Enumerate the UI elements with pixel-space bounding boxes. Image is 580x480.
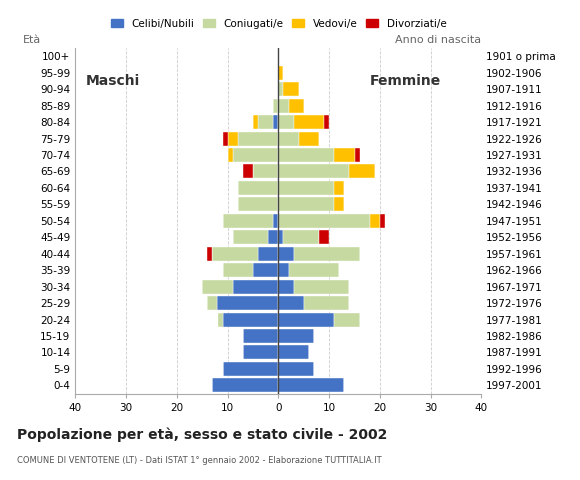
Bar bbox=[349, 165, 375, 179]
Bar bbox=[227, 148, 233, 162]
Bar bbox=[380, 214, 385, 228]
Bar bbox=[233, 148, 278, 162]
Bar bbox=[278, 346, 309, 360]
Bar bbox=[233, 230, 268, 244]
Bar bbox=[278, 82, 284, 96]
Bar bbox=[278, 98, 288, 113]
Bar bbox=[212, 247, 258, 261]
Bar bbox=[212, 378, 278, 392]
Bar bbox=[227, 132, 238, 145]
Bar bbox=[334, 181, 345, 195]
Bar bbox=[278, 214, 370, 228]
Bar bbox=[293, 247, 360, 261]
Bar bbox=[278, 362, 314, 376]
Bar bbox=[218, 296, 278, 310]
Bar bbox=[278, 247, 293, 261]
Bar bbox=[334, 197, 345, 211]
Bar bbox=[223, 263, 253, 277]
Bar bbox=[319, 230, 329, 244]
Bar bbox=[207, 247, 212, 261]
Bar bbox=[278, 148, 334, 162]
Bar bbox=[299, 132, 319, 145]
Bar bbox=[293, 115, 324, 129]
Bar bbox=[278, 230, 284, 244]
Bar bbox=[334, 148, 354, 162]
Bar bbox=[278, 165, 349, 179]
Bar bbox=[278, 312, 334, 326]
Bar bbox=[258, 247, 278, 261]
Bar bbox=[334, 312, 360, 326]
Text: COMUNE DI VENTOTENE (LT) - Dati ISTAT 1° gennaio 2002 - Elaborazione TUTTITALIA.: COMUNE DI VENTOTENE (LT) - Dati ISTAT 1°… bbox=[17, 456, 382, 465]
Text: Popolazione per età, sesso e stato civile - 2002: Popolazione per età, sesso e stato civil… bbox=[17, 427, 388, 442]
Bar bbox=[238, 181, 278, 195]
Bar bbox=[223, 214, 273, 228]
Bar bbox=[278, 378, 345, 392]
Bar bbox=[223, 362, 278, 376]
Bar bbox=[304, 296, 349, 310]
Bar bbox=[288, 263, 339, 277]
Bar bbox=[218, 312, 223, 326]
Bar bbox=[253, 115, 258, 129]
Text: Età: Età bbox=[23, 35, 41, 45]
Bar bbox=[202, 280, 233, 294]
Bar bbox=[278, 115, 293, 129]
Bar bbox=[284, 82, 299, 96]
Bar bbox=[268, 230, 278, 244]
Bar bbox=[223, 132, 227, 145]
Text: Maschi: Maschi bbox=[85, 74, 140, 88]
Bar bbox=[278, 296, 304, 310]
Bar bbox=[243, 329, 278, 343]
Bar bbox=[288, 98, 304, 113]
Bar bbox=[278, 66, 284, 80]
Bar bbox=[238, 197, 278, 211]
Bar bbox=[354, 148, 360, 162]
Text: Femmine: Femmine bbox=[370, 74, 441, 88]
Bar bbox=[243, 165, 253, 179]
Bar bbox=[273, 214, 278, 228]
Legend: Celibi/Nubili, Coniugati/e, Vedovi/e, Divorziati/e: Celibi/Nubili, Coniugati/e, Vedovi/e, Di… bbox=[111, 19, 446, 29]
Bar bbox=[278, 197, 334, 211]
Bar bbox=[223, 312, 278, 326]
Bar bbox=[278, 132, 299, 145]
Bar bbox=[293, 280, 349, 294]
Bar bbox=[370, 214, 380, 228]
Bar bbox=[233, 280, 278, 294]
Bar bbox=[273, 115, 278, 129]
Bar bbox=[278, 280, 293, 294]
Bar bbox=[278, 329, 314, 343]
Bar bbox=[324, 115, 329, 129]
Bar bbox=[278, 263, 288, 277]
Bar bbox=[238, 132, 278, 145]
Bar bbox=[253, 165, 278, 179]
Bar bbox=[278, 181, 334, 195]
Text: Anno di nascita: Anno di nascita bbox=[396, 35, 481, 45]
Bar bbox=[258, 115, 273, 129]
Bar bbox=[253, 263, 278, 277]
Bar bbox=[273, 98, 278, 113]
Bar bbox=[284, 230, 319, 244]
Bar bbox=[243, 346, 278, 360]
Bar bbox=[207, 296, 218, 310]
